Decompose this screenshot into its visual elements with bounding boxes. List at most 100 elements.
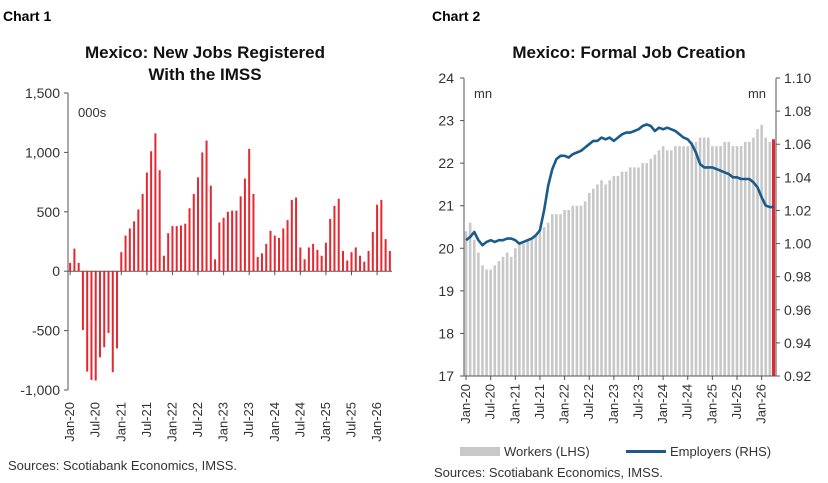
chart1-bar [354, 247, 357, 272]
chart2-left-tick-label: 21 [438, 198, 454, 214]
chart2-workers-bar [550, 214, 554, 376]
chart1-bar [350, 252, 353, 272]
chart2-workers-bar [690, 141, 694, 376]
chart1-bar [359, 255, 362, 272]
chart1-bar [175, 226, 178, 272]
chart2-workers-bar [468, 222, 472, 376]
chart2-right-tick-label: 1.02 [784, 202, 811, 218]
chart2-xtick-label: Jul-24 [680, 384, 695, 419]
chart1-xtick-label: Jul-20 [88, 402, 103, 437]
chart2-employers-line [465, 123, 774, 247]
chart2-workers-bar [464, 231, 468, 376]
chart2-xtick-label: Jan-21 [507, 384, 522, 424]
chart2-xtick-label: Jan-26 [754, 384, 769, 424]
chart1-bar [371, 231, 374, 272]
chart2-workers-bar [624, 171, 628, 376]
chart1-bar [243, 178, 246, 272]
chart1-bar [184, 223, 187, 272]
chart1-xtick-label: Jan-22 [164, 402, 179, 442]
chart1-bar [346, 260, 349, 272]
chart1-bar [158, 170, 161, 272]
chart2-workers-bar [596, 184, 599, 376]
chart2-workers-bar [534, 235, 538, 376]
chart1-label: Chart 1 [3, 8, 52, 24]
chart2-workers-bar [670, 150, 673, 376]
chart2-workers-bar [698, 137, 702, 376]
chart1-bar [201, 152, 204, 272]
chart2-workers-bar [514, 248, 517, 376]
chart2-workers-bar [686, 146, 690, 376]
chart1-bar [367, 251, 370, 272]
chart2-right-tick-label: 1.06 [784, 136, 811, 152]
chart1-bar [124, 235, 127, 272]
chart1-bar [260, 253, 263, 272]
chart2-workers-bar [559, 214, 562, 376]
chart1-xtick-label: Jul-24 [292, 402, 307, 437]
chart2-xtick-label: Jan-23 [606, 384, 621, 424]
chart2-right-tick-label: 0.98 [784, 269, 811, 285]
chart1-xtick-label: Jan-20 [62, 402, 77, 442]
chart1-bar [128, 228, 131, 272]
chart2-workers-bar [756, 129, 759, 376]
chart2-workers-bar [587, 192, 591, 376]
chart2-workers-bar [522, 244, 525, 376]
chart1-bar [111, 271, 114, 373]
chart2-workers-bar [600, 180, 603, 376]
chart2-workers-bar [604, 184, 607, 376]
chart1-bar [312, 243, 315, 272]
chart2-workers-bar [719, 146, 722, 376]
chart1-bar [69, 262, 72, 272]
chart2-workers-bar [694, 141, 698, 376]
chart1-bar [94, 271, 97, 381]
chart2-workers-bar [555, 214, 558, 376]
chart2-workers-bar [579, 205, 583, 376]
chart2-workers-bar [674, 146, 677, 376]
chart1-bar [103, 271, 106, 348]
chart2-workers-bar [645, 163, 648, 376]
chart1-bar [116, 271, 119, 349]
chart1-bar [205, 140, 208, 272]
chart2-xtick-label: Jul-22 [581, 384, 596, 419]
chart1-bar [73, 248, 76, 272]
chart2-right-tick-label: 0.94 [784, 335, 811, 351]
chart1-source: Sources: Scotiabank Economics, IMSS. [8, 458, 238, 473]
workers-legend-label: Workers (LHS) [504, 444, 590, 459]
chart1-xtick-label: Jan-25 [318, 402, 333, 442]
chart2-workers-bar [546, 222, 550, 376]
chart2-workers-bar [616, 175, 620, 376]
chart2-plot: 17 18 19 20 21 22 23 24 0.92 0.94 0.96 0.98 1.00 1.02… [438, 70, 811, 424]
chart2-workers-bar [575, 205, 579, 376]
chart2-workers-bar [743, 141, 747, 376]
chart2-workers-bar [485, 269, 488, 376]
chart2-workers-bar [748, 141, 751, 376]
chart2-workers-bar [682, 146, 685, 376]
chart2-workers-bar [542, 227, 546, 376]
chart1-ytick-label: -500 [32, 323, 60, 339]
chart1-bar [290, 199, 293, 272]
chart2-workers-bar [592, 188, 595, 376]
chart2-left-tick-label: 23 [438, 113, 454, 129]
chart2-workers-bar [567, 209, 570, 376]
chart2-label: Chart 2 [432, 8, 481, 24]
chart1-bar [98, 271, 101, 358]
chart2-left-tick-label: 17 [438, 368, 454, 384]
chart1-bar [329, 218, 332, 272]
chart2-source: Sources: Scotiabank Economics, IMSS. [434, 465, 664, 480]
chart1-bar [222, 217, 225, 272]
chart2-workers-bar [628, 167, 632, 376]
chart1-title-line1: Mexico: New Jobs Registered [85, 43, 325, 62]
chart2-workers-bar [711, 146, 714, 376]
chart1-bar [162, 255, 165, 272]
chart1-title-line2: With the IMSS [148, 65, 262, 84]
chart2-right-tick-label: 0.92 [784, 368, 811, 384]
chart1-unit-label: 000s [78, 105, 107, 120]
chart1-bar [269, 230, 272, 272]
chart2-right-tick-label: 0.96 [784, 302, 811, 318]
chart1-bar [324, 242, 327, 272]
chart2-workers-bar [760, 124, 763, 376]
chart2-workers-bar [739, 146, 743, 376]
chart2-workers-bar [637, 167, 640, 376]
chart2-workers-bar [583, 201, 587, 376]
employers-legend-swatch [626, 450, 666, 453]
chart2-workers-bar [661, 146, 665, 376]
